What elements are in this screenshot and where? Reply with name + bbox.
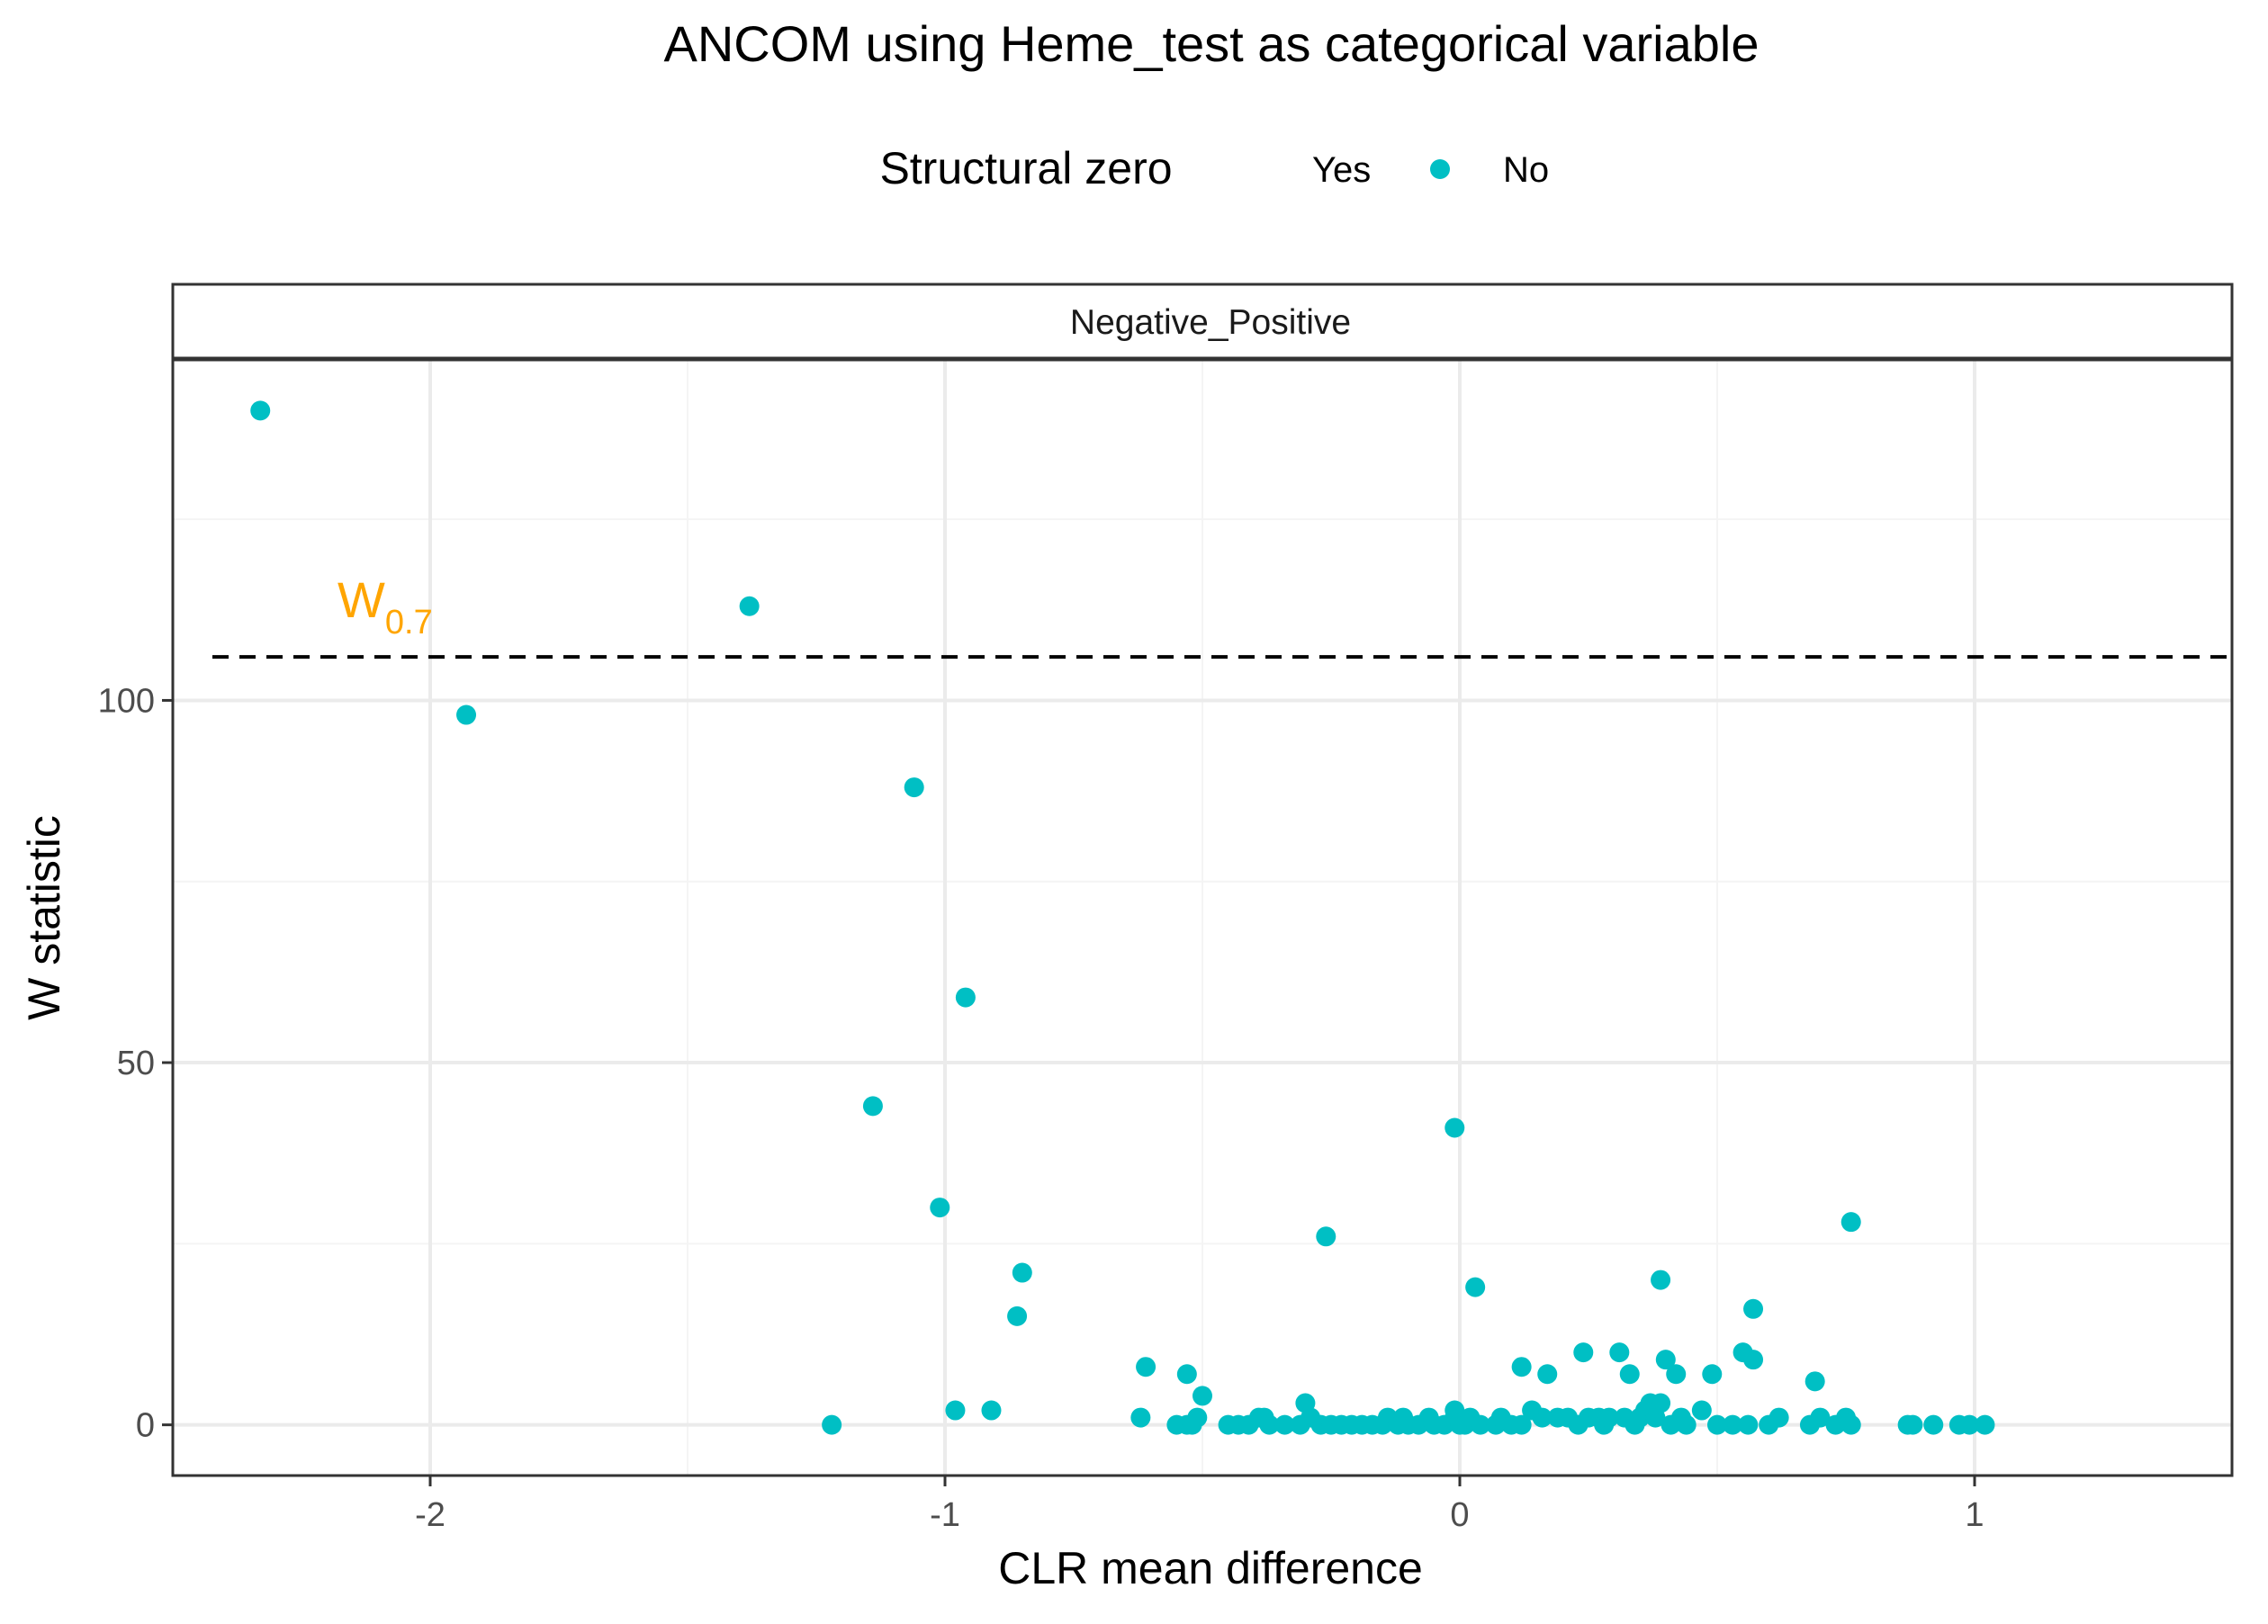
x-axis-title: CLR mean difference	[998, 1543, 1423, 1593]
data-point	[1259, 1414, 1280, 1435]
data-point	[1470, 1414, 1490, 1435]
data-point	[1975, 1414, 1995, 1435]
data-point	[1903, 1414, 1923, 1435]
data-point	[1187, 1407, 1208, 1428]
data-point	[1651, 1393, 1671, 1413]
facet-strip-box	[171, 283, 2234, 360]
data-point	[1666, 1364, 1687, 1385]
data-point	[1804, 1371, 1825, 1392]
data-point	[1702, 1364, 1723, 1385]
chart-title: ANCOM using Heme_test as categorical var…	[664, 15, 1760, 72]
data-point	[1274, 1414, 1295, 1435]
data-point	[1130, 1407, 1151, 1428]
data-point	[1651, 1270, 1671, 1290]
legend-title: Structural zero	[879, 143, 1172, 193]
data-point	[1810, 1407, 1831, 1428]
threshold-layer: W0.7	[212, 571, 2232, 659]
data-point	[1619, 1364, 1640, 1385]
grid-major-lines	[173, 360, 2232, 1476]
data-point	[456, 704, 477, 725]
data-point	[1532, 1407, 1552, 1428]
data-point	[1511, 1414, 1532, 1435]
data-point	[1192, 1386, 1212, 1406]
data-point	[1444, 1117, 1465, 1138]
y-tick-label: 100	[98, 682, 155, 720]
data-points	[250, 400, 1995, 1435]
data-point	[930, 1198, 950, 1218]
data-point	[1676, 1414, 1696, 1435]
y-axis: 0 50 100	[98, 682, 173, 1445]
legend: Structural zero Yes No	[879, 143, 1549, 193]
data-point	[1840, 1414, 1861, 1435]
data-point	[1923, 1414, 1944, 1435]
grid-minor-lines	[172, 360, 2233, 1476]
data-point	[955, 987, 976, 1008]
data-point	[862, 1096, 883, 1117]
data-point	[1655, 1350, 1676, 1370]
data-point	[1511, 1357, 1532, 1377]
data-point	[1598, 1407, 1619, 1428]
x-tick-label: -2	[415, 1496, 446, 1534]
data-point	[1007, 1305, 1028, 1326]
data-point	[1573, 1342, 1594, 1363]
data-point	[904, 777, 924, 798]
data-point	[1691, 1400, 1712, 1421]
data-point	[1609, 1342, 1630, 1363]
x-tick-label: 1	[1965, 1496, 1984, 1534]
y-axis-title: W statistic	[19, 815, 69, 1020]
data-point	[1723, 1414, 1743, 1435]
data-point	[1316, 1226, 1336, 1247]
threshold-label: W0.7	[338, 571, 433, 642]
data-point	[981, 1400, 1002, 1421]
panel-border	[171, 358, 2234, 1477]
data-point	[1768, 1407, 1789, 1428]
data-point	[1959, 1414, 1980, 1435]
data-point	[822, 1414, 842, 1435]
x-axis: -2 -1 0 1	[415, 1476, 1984, 1534]
data-point	[1465, 1277, 1486, 1297]
x-tick-label: -1	[930, 1496, 960, 1534]
legend-label-yes: Yes	[1312, 150, 1371, 190]
data-point	[250, 400, 271, 421]
data-point	[739, 596, 760, 616]
data-point	[1707, 1414, 1727, 1435]
legend-label-no: No	[1503, 150, 1549, 190]
legend-marker-no	[1430, 159, 1450, 179]
data-point	[1176, 1364, 1197, 1385]
data-point	[1743, 1350, 1764, 1370]
facet-strip: Negative_Positive	[171, 283, 2234, 360]
facet-label: Negative_Positive	[1070, 303, 1351, 342]
data-point	[1136, 1357, 1156, 1377]
data-point	[1012, 1262, 1032, 1283]
data-point	[945, 1400, 966, 1421]
data-point	[1537, 1364, 1558, 1385]
data-point	[1840, 1212, 1861, 1233]
x-tick-label: 0	[1450, 1496, 1469, 1534]
y-tick-label: 50	[117, 1045, 155, 1082]
data-point	[1738, 1414, 1759, 1435]
y-tick-label: 0	[136, 1407, 155, 1445]
data-point	[1743, 1298, 1764, 1319]
